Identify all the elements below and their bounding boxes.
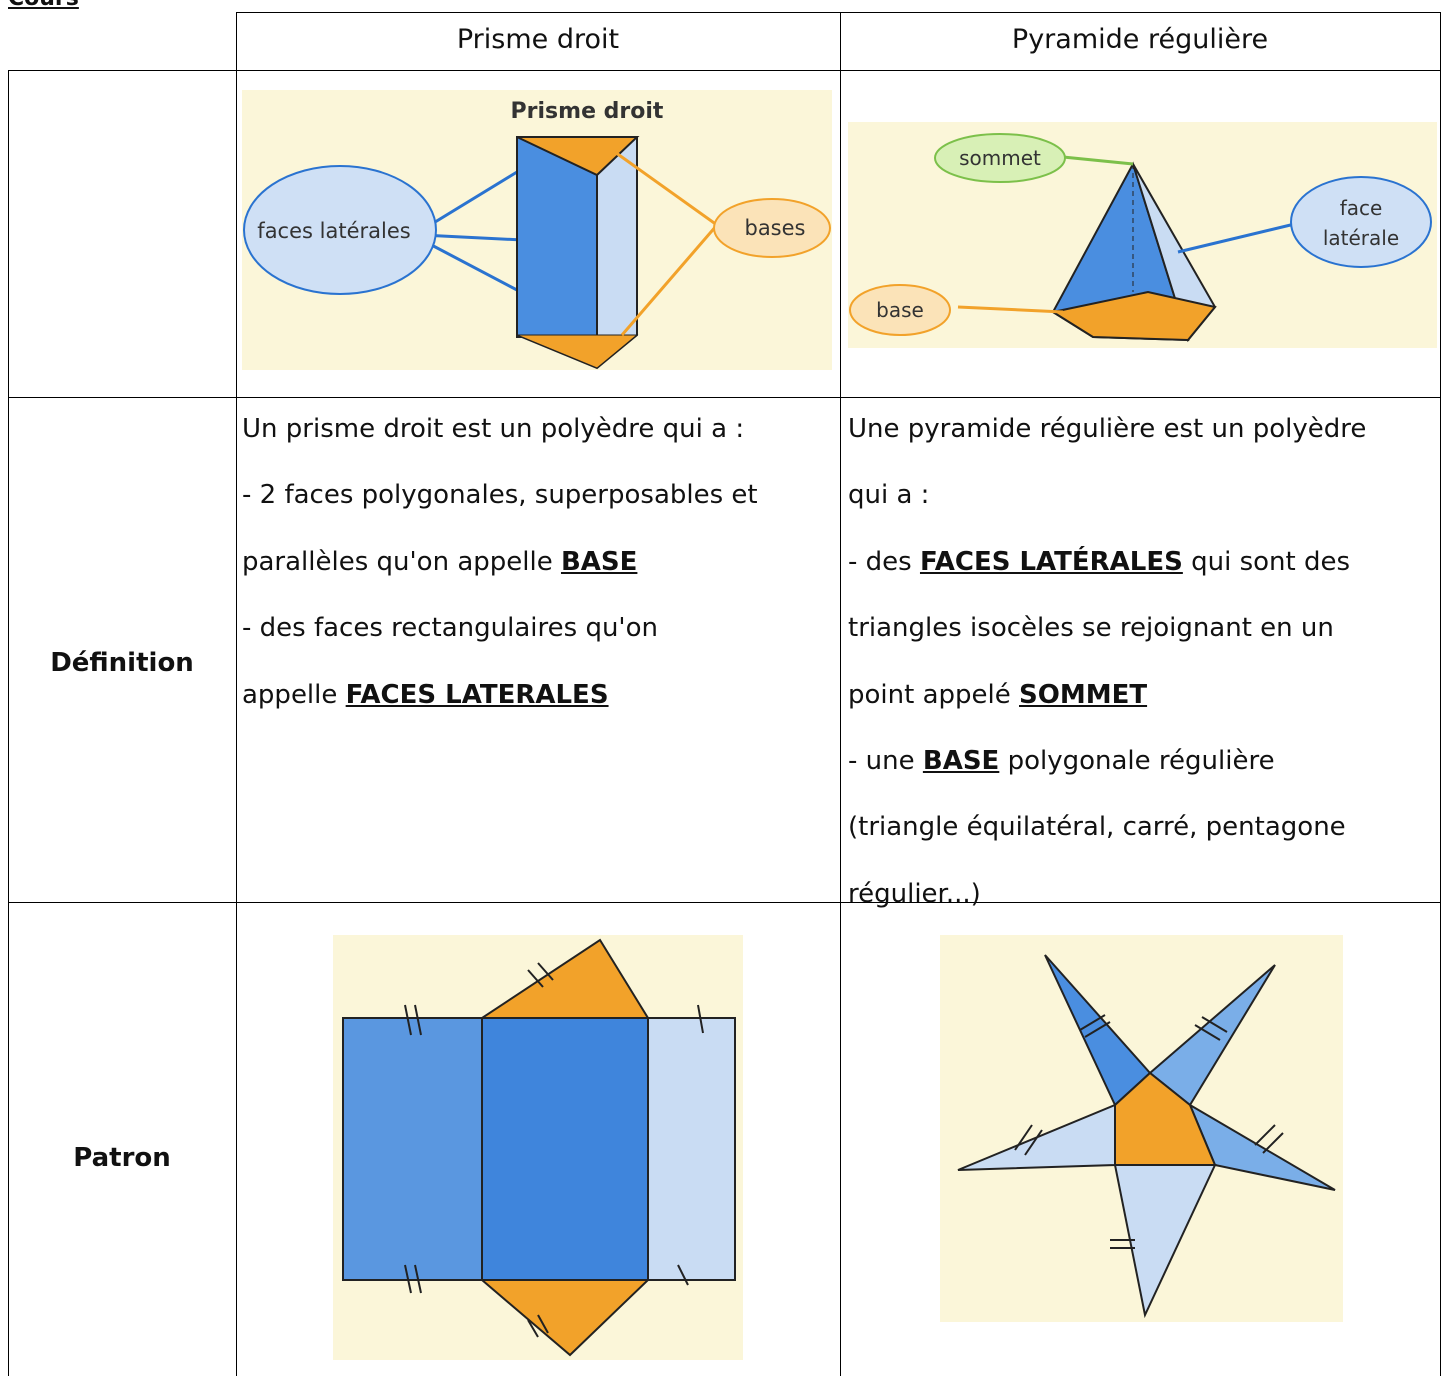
figure-label: face	[1340, 196, 1383, 220]
rule	[840, 12, 841, 1376]
rule	[236, 12, 1441, 13]
text: - 2 faces polygonales, superposables et	[242, 480, 758, 511]
text: triangles isocèles se rejoignant en un	[848, 613, 1334, 644]
text: - des faces rectangulaires qu'on	[242, 613, 658, 644]
figure-label: faces latérales	[257, 219, 410, 243]
definition-line: régulier...)	[848, 879, 981, 909]
row-label: Patron	[73, 1143, 171, 1173]
keyword: SOMMET	[1019, 679, 1148, 710]
text: parallèles qu'on appelle	[242, 546, 561, 577]
prism-net	[333, 935, 743, 1360]
keyword: FACES LATERALES	[345, 679, 609, 710]
text: appelle	[242, 679, 346, 710]
pyramid-net	[940, 935, 1343, 1322]
rule	[8, 902, 1441, 903]
text: point appelé	[848, 679, 1019, 710]
rule	[236, 12, 237, 1376]
definition-line: triangles isocèles se rejoignant en un	[848, 613, 1334, 643]
definition-line: - des FACES LATÉRALES qui sont des	[848, 547, 1350, 577]
figure-label: latérale	[1323, 226, 1399, 250]
text: polygonale régulière	[999, 746, 1275, 776]
text: Une pyramide régulière est un polyèdre	[848, 414, 1367, 444]
text: - une	[848, 746, 923, 776]
text: Un prisme droit est un polyèdre qui a :	[242, 414, 745, 444]
figure-label: base	[876, 298, 924, 322]
definition-line: point appelé SOMMET	[848, 680, 1147, 710]
text: - des	[848, 546, 920, 577]
keyword: FACES LATÉRALES	[919, 546, 1183, 577]
column-header: Prisme droit	[456, 24, 620, 55]
heading: Cours	[8, 0, 79, 11]
rule	[8, 397, 1441, 398]
definition-line: - 2 faces polygonales, superposables et	[242, 480, 758, 510]
text: qui sont des	[1182, 546, 1351, 577]
keyword: BASE	[560, 546, 638, 577]
figure-label: sommet	[959, 146, 1041, 170]
rule	[8, 70, 1441, 71]
definition-line: parallèles qu'on appelle BASE	[242, 547, 637, 577]
rule	[8, 70, 9, 1376]
definition-line: - une BASE polygonale régulière	[848, 746, 1275, 776]
text: qui a :	[848, 480, 930, 511]
prism-figure: Prisme droit faces latérales bases	[242, 90, 832, 370]
text: (triangle équilatéral, carré, pentagone	[848, 812, 1346, 843]
keyword: BASE	[922, 746, 1000, 776]
text: régulier...)	[848, 878, 981, 909]
row-label: Définition	[50, 648, 194, 678]
definition-line: appelle FACES LATERALES	[242, 680, 609, 710]
definition-line: qui a :	[848, 480, 929, 510]
rule	[1440, 12, 1441, 1376]
pyramid-figure: sommet face latérale base	[848, 122, 1437, 348]
definition-line: - des faces rectangulaires qu'on	[242, 613, 658, 643]
definition-line: (triangle équilatéral, carré, pentagone	[848, 812, 1346, 842]
figure-label: bases	[744, 216, 805, 240]
column-header: Pyramide régulière	[1011, 24, 1269, 55]
figure-title: Prisme droit	[511, 99, 664, 124]
definition-line: Une pyramide régulière est un polyèdre	[848, 414, 1366, 444]
definition-line: Un prisme droit est un polyèdre qui a :	[242, 414, 744, 444]
